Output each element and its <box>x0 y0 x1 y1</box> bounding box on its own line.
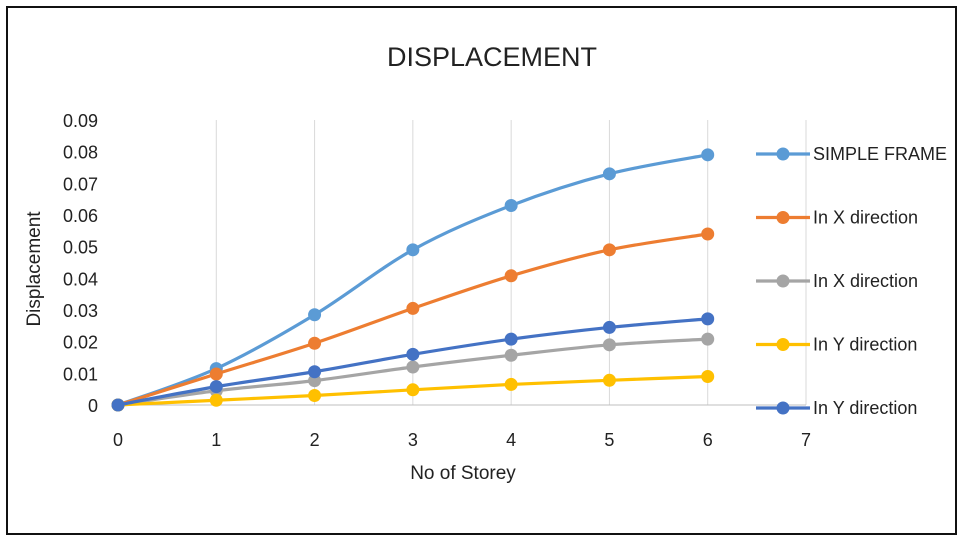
series-4-point-6 <box>701 312 715 326</box>
series-3-point-5 <box>602 373 616 387</box>
series-1-point-4 <box>504 269 518 283</box>
series-layer <box>111 148 715 412</box>
legend-label-4: In Y direction <box>813 398 917 418</box>
series-0-point-6 <box>701 148 715 162</box>
legend-label-2: In X direction <box>813 271 918 291</box>
x-tick-label-4: 4 <box>506 430 516 450</box>
series-4-point-2 <box>308 365 322 379</box>
series-3-point-4 <box>504 377 518 391</box>
y-tick-label-5: 0.05 <box>63 238 98 258</box>
series-3-point-2 <box>308 389 322 402</box>
x-tick-label-1: 1 <box>211 430 221 450</box>
series-2-point-3 <box>406 360 420 374</box>
y-tick-label-1: 0.01 <box>63 364 98 384</box>
series-4-point-1 <box>209 380 223 394</box>
y-tick-label-7: 0.07 <box>63 174 98 194</box>
x-tick-label-3: 3 <box>408 430 418 450</box>
y-tick-label-2: 0.02 <box>63 333 98 353</box>
x-tick-label-0: 0 <box>113 430 123 450</box>
x-tick-label-6: 6 <box>703 430 713 450</box>
series-0-point-4 <box>504 199 518 212</box>
legend-label-1: In X direction <box>813 208 918 228</box>
legend-marker-4 <box>776 401 790 415</box>
series-1-point-5 <box>602 243 616 257</box>
series-4-point-0 <box>111 398 125 412</box>
series-4-point-4 <box>504 332 518 346</box>
legend-marker-2 <box>776 274 790 288</box>
series-1-point-6 <box>701 227 715 241</box>
series-0-point-5 <box>602 167 616 181</box>
chart-frame <box>6 6 957 535</box>
series-3-point-6 <box>701 370 715 383</box>
series-1-point-3 <box>406 301 420 315</box>
series-4-point-3 <box>406 347 420 361</box>
series-3-point-3 <box>406 383 420 397</box>
legend-marker-1 <box>776 211 790 224</box>
axes: 0 1 2 3 4 5 6 7 0 0.01 0.02 0.03 0.04 0.05 0.06 0.07 0.0… <box>63 111 811 450</box>
y-tick-label-8: 0.08 <box>63 143 98 163</box>
y-tick-label-3: 0.03 <box>63 301 98 321</box>
legend-label-0: SIMPLE FRAME <box>813 144 947 164</box>
series-1-point-2 <box>308 336 322 350</box>
y-axis-label: Displacement <box>24 211 45 327</box>
series-0-point-3 <box>406 243 420 257</box>
y-tick-label-6: 0.06 <box>63 206 98 226</box>
series-4-point-5 <box>602 320 616 334</box>
series-2-point-5 <box>602 338 616 352</box>
x-tick-label-7: 7 <box>801 430 811 450</box>
x-tick-label-5: 5 <box>604 430 614 450</box>
x-axis-label: No of Storey <box>410 463 516 484</box>
chart-title: DISPLACEMENT <box>387 42 597 72</box>
grid <box>215 120 807 405</box>
series-2-point-4 <box>504 348 518 362</box>
y-tick-label-9: 0.09 <box>63 111 98 131</box>
legend-marker-0 <box>776 147 790 161</box>
series-2-point-6 <box>701 332 715 346</box>
x-tick-label-2: 2 <box>310 430 320 450</box>
legend-marker-3 <box>776 338 790 351</box>
legend-label-3: In Y direction <box>813 335 917 355</box>
series-3-point-1 <box>209 393 223 407</box>
series-1-point-1 <box>209 367 223 381</box>
y-tick-label-4: 0.04 <box>63 269 98 289</box>
series-0-point-2 <box>308 308 322 322</box>
legend: SIMPLE FRAME In X direction In X direction… <box>756 144 947 418</box>
y-tick-label-0: 0 <box>88 396 98 416</box>
